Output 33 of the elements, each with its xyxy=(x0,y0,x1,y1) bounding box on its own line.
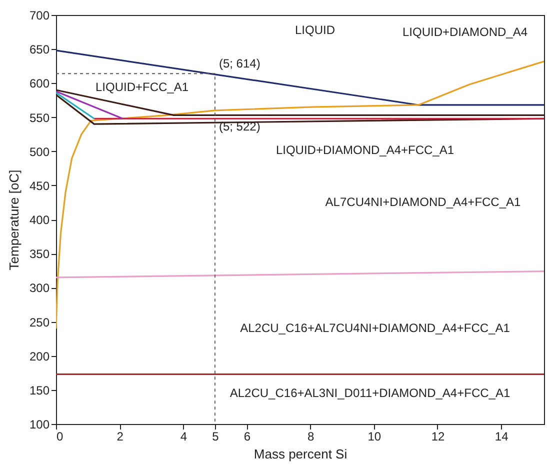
y-tick-label: 150 xyxy=(29,383,50,398)
annotation: LIQUID xyxy=(294,23,336,37)
annotation: LIQUID+FCC_A1 xyxy=(95,80,189,94)
y-tick-label: 700 xyxy=(29,8,50,22)
x-tick-label: 0 xyxy=(56,430,64,444)
annotation: AL2CU_C16+AL7CU4NI+DIAMOND_A4+FCC_A1 xyxy=(240,321,510,335)
y-tick-label: 200 xyxy=(29,349,50,364)
annotation: (5; 614) xyxy=(218,56,260,71)
x-tick-label: 5 xyxy=(212,430,220,444)
annotation: AL2CU_C16+AL3NI_D011+DIAMOND_A4+FCC_A1 xyxy=(230,386,510,400)
y-tick-label: 600 xyxy=(29,76,50,91)
x-tick-label: 12 xyxy=(431,430,445,444)
x-tick-label: 8 xyxy=(307,430,314,444)
y-axis-title: Temperature [oC] xyxy=(6,170,22,270)
x-tick-label: 2 xyxy=(116,430,124,444)
y-tick-label: 350 xyxy=(29,247,50,262)
y-tick-label: 250 xyxy=(29,315,50,330)
annotation: LIQUID+DIAMOND_A4+FCC_A1 xyxy=(276,143,454,157)
y-tick-label: 400 xyxy=(29,213,50,227)
y-tick-label: 100 xyxy=(29,418,50,432)
x-tick-label: 14 xyxy=(494,430,509,444)
y-tick-label: 550 xyxy=(29,110,50,125)
annotation: LIQUID+DIAMOND_A4 xyxy=(402,25,528,39)
y-tick-label: 500 xyxy=(29,144,50,159)
y-tick-label: 450 xyxy=(29,178,50,193)
annotation: (5; 522) xyxy=(218,119,260,134)
x-tick-label: 4 xyxy=(180,430,188,444)
y-tick-label: 300 xyxy=(29,281,50,296)
annotation: AL7CU4NI+DIAMOND_A4+FCC_A1 xyxy=(325,195,522,209)
x-tick-label: 6 xyxy=(244,430,251,444)
y-tick-label: 650 xyxy=(29,42,50,57)
x-axis-title: Mass percent Si xyxy=(254,446,348,462)
x-tick-label: 10 xyxy=(368,430,382,444)
